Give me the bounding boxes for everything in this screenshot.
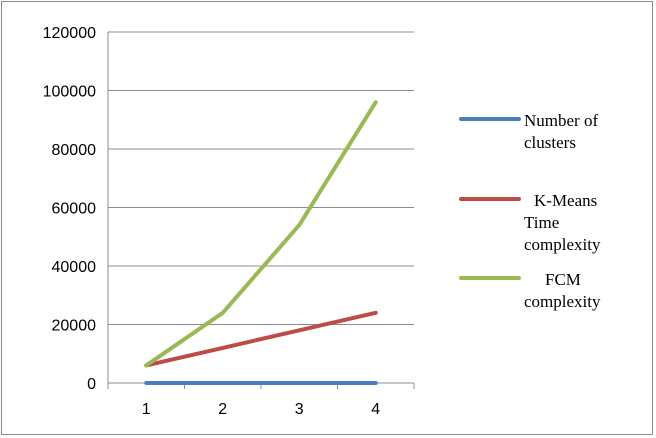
x-tick-label: 2 — [218, 401, 227, 418]
gridlines — [108, 31, 414, 325]
legend-label-1: Number of — [524, 111, 598, 130]
legend-label-2: complexity — [524, 235, 601, 254]
y-tick-label: 80000 — [52, 142, 97, 159]
y-tick-label: 60000 — [52, 201, 97, 218]
x-tick-label: 3 — [295, 401, 304, 418]
x-tick-label: 4 — [371, 401, 380, 418]
legend-label-3: complexity — [524, 292, 601, 311]
legend-label-2: K-Means — [534, 191, 597, 210]
y-tick-label: 120000 — [43, 25, 96, 42]
y-tick-label: 40000 — [52, 259, 97, 276]
legend-label-3: FCM — [545, 270, 581, 289]
x-tick-label: 1 — [142, 401, 151, 418]
legend: Number of clusters K-Means Time complexity FC… — [459, 111, 601, 311]
y-tick-label: 20000 — [52, 318, 97, 335]
y-tick-label: 0 — [87, 376, 96, 393]
series-line-2 — [144, 310, 378, 368]
y-tick-label: 100000 — [43, 84, 96, 101]
series-line-3 — [144, 100, 378, 368]
axes: 0 20000 40000 60000 80000 100000 120000 1 2 3 4 — [43, 25, 415, 418]
legend-label-2: Time — [524, 213, 559, 232]
series-lines — [144, 100, 378, 385]
legend-label-1: clusters — [524, 133, 576, 152]
